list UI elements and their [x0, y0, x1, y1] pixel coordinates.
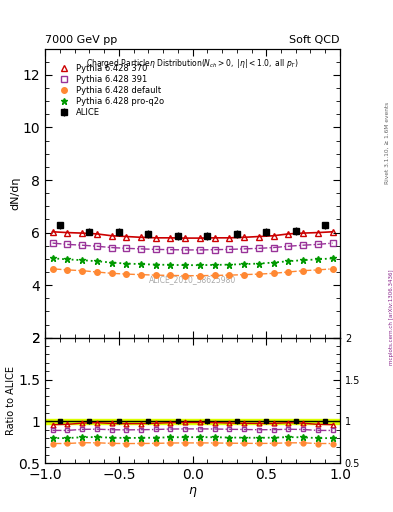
Pythia 6.428 370	[80, 230, 84, 236]
Pythia 6.428 default	[168, 272, 173, 279]
Text: Rivet 3.1.10, ≥ 1.6M events: Rivet 3.1.10, ≥ 1.6M events	[385, 102, 389, 184]
Pythia 6.428 pro-q2o	[198, 262, 202, 268]
Text: ALICE_2010_S8625980: ALICE_2010_S8625980	[149, 275, 236, 284]
Pythia 6.428 pro-q2o	[227, 262, 232, 268]
Line: Pythia 6.428 370: Pythia 6.428 370	[50, 229, 335, 241]
Pythia 6.428 pro-q2o	[242, 261, 246, 267]
Pythia 6.428 default	[109, 270, 114, 276]
Pythia 6.428 391	[301, 242, 305, 248]
Pythia 6.428 pro-q2o	[109, 260, 114, 266]
Pythia 6.428 391	[316, 241, 320, 247]
Pythia 6.428 pro-q2o	[212, 262, 217, 268]
Pythia 6.428 default	[212, 272, 217, 279]
Line: Pythia 6.428 391: Pythia 6.428 391	[50, 240, 335, 253]
Pythia 6.428 391	[286, 243, 291, 249]
Y-axis label: dN/dη: dN/dη	[10, 177, 20, 210]
Pythia 6.428 391	[242, 246, 246, 252]
Pythia 6.428 391	[124, 245, 129, 251]
Pythia 6.428 370	[168, 235, 173, 241]
Pythia 6.428 pro-q2o	[286, 258, 291, 264]
Pythia 6.428 default	[286, 269, 291, 275]
Pythia 6.428 default	[257, 271, 261, 277]
Pythia 6.428 default	[50, 266, 55, 272]
Pythia 6.428 391	[139, 246, 143, 252]
Pythia 6.428 default	[301, 268, 305, 274]
Pythia 6.428 pro-q2o	[80, 257, 84, 263]
Pythia 6.428 default	[271, 270, 276, 276]
Pythia 6.428 391	[212, 247, 217, 253]
Pythia 6.428 391	[168, 247, 173, 253]
Pythia 6.428 default	[198, 272, 202, 279]
Pythia 6.428 default	[124, 271, 129, 277]
Pythia 6.428 391	[109, 245, 114, 251]
Pythia 6.428 370	[139, 234, 143, 240]
Pythia 6.428 370	[153, 235, 158, 241]
Pythia 6.428 pro-q2o	[94, 258, 99, 264]
Legend: Pythia 6.428 370, Pythia 6.428 391, Pythia 6.428 default, Pythia 6.428 pro-q2o, : Pythia 6.428 370, Pythia 6.428 391, Pyth…	[51, 60, 167, 120]
X-axis label: η: η	[189, 484, 196, 497]
Pythia 6.428 370	[316, 229, 320, 236]
Pythia 6.428 pro-q2o	[124, 261, 129, 267]
Pythia 6.428 370	[94, 231, 99, 237]
Text: mcplots.cern.ch [arXiv:1306.3436]: mcplots.cern.ch [arXiv:1306.3436]	[389, 270, 393, 365]
Pythia 6.428 391	[198, 247, 202, 253]
Pythia 6.428 default	[94, 269, 99, 275]
Pythia 6.428 391	[65, 241, 70, 247]
Pythia 6.428 pro-q2o	[168, 262, 173, 268]
Pythia 6.428 370	[271, 232, 276, 239]
Pythia 6.428 391	[271, 245, 276, 251]
Pythia 6.428 default	[65, 267, 70, 273]
Pythia 6.428 370	[227, 235, 232, 241]
Pythia 6.428 391	[153, 246, 158, 252]
Pythia 6.428 370	[50, 229, 55, 235]
Pythia 6.428 370	[212, 235, 217, 241]
Pythia 6.428 pro-q2o	[50, 255, 55, 262]
Pythia 6.428 default	[153, 272, 158, 278]
Text: Soft QCD: Soft QCD	[290, 35, 340, 45]
Line: Pythia 6.428 default: Pythia 6.428 default	[50, 266, 335, 279]
Pythia 6.428 391	[183, 247, 187, 253]
Pythia 6.428 pro-q2o	[257, 261, 261, 267]
Pythia 6.428 370	[183, 235, 187, 241]
Text: Charged Particle$\eta$ Distribution$(N_{ch}>0,\ |\eta|<1.0,\ \mathrm{all}\ p_T)$: Charged Particle$\eta$ Distribution$(N_{…	[86, 57, 299, 70]
Pythia 6.428 370	[124, 233, 129, 240]
Pythia 6.428 391	[50, 240, 55, 246]
Line: Pythia 6.428 pro-q2o: Pythia 6.428 pro-q2o	[49, 255, 336, 269]
Pythia 6.428 default	[227, 272, 232, 278]
Pythia 6.428 370	[65, 229, 70, 236]
Y-axis label: Ratio to ALICE: Ratio to ALICE	[6, 366, 16, 435]
Bar	[45, 419, 340, 423]
Pythia 6.428 391	[227, 246, 232, 252]
Pythia 6.428 391	[94, 243, 99, 249]
Pythia 6.428 pro-q2o	[271, 260, 276, 266]
Pythia 6.428 370	[242, 234, 246, 240]
Pythia 6.428 pro-q2o	[330, 255, 335, 262]
Pythia 6.428 370	[257, 233, 261, 240]
Pythia 6.428 370	[301, 230, 305, 236]
Pythia 6.428 370	[109, 232, 114, 239]
Pythia 6.428 391	[330, 240, 335, 246]
Pythia 6.428 391	[80, 242, 84, 248]
Pythia 6.428 pro-q2o	[139, 261, 143, 267]
Pythia 6.428 default	[316, 267, 320, 273]
Pythia 6.428 default	[80, 268, 84, 274]
Pythia 6.428 370	[198, 235, 202, 241]
Pythia 6.428 pro-q2o	[65, 257, 70, 263]
Pythia 6.428 pro-q2o	[301, 257, 305, 263]
Pythia 6.428 default	[139, 271, 143, 278]
Pythia 6.428 default	[330, 266, 335, 272]
Pythia 6.428 391	[257, 245, 261, 251]
Text: 7000 GeV pp: 7000 GeV pp	[45, 35, 118, 45]
Pythia 6.428 default	[183, 272, 187, 279]
Pythia 6.428 default	[242, 271, 246, 278]
Pythia 6.428 pro-q2o	[183, 262, 187, 268]
Pythia 6.428 pro-q2o	[153, 262, 158, 268]
Pythia 6.428 370	[286, 231, 291, 237]
Pythia 6.428 370	[330, 229, 335, 235]
Pythia 6.428 pro-q2o	[316, 257, 320, 263]
